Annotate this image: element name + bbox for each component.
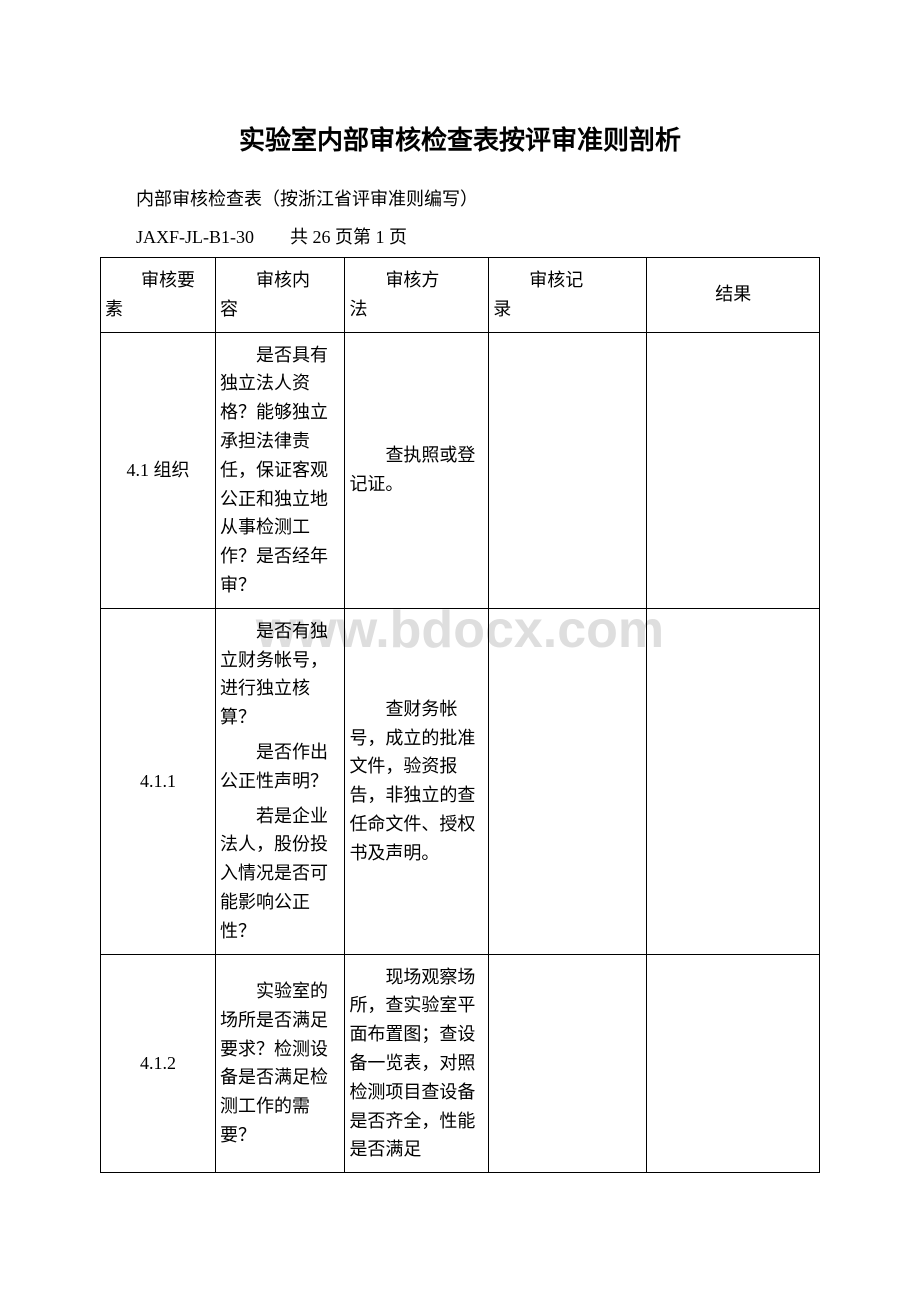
- cell-content: 实验室的场所是否满足要求？检测设备是否满足检测工作的需要？: [216, 954, 345, 1173]
- subtitle: 内部审核检查表（按浙江省评审准则编写）: [100, 185, 820, 211]
- cell-result: [647, 954, 820, 1173]
- cell-method: 查执照或登记证。: [345, 332, 489, 608]
- cell-record: [489, 954, 647, 1173]
- col-header-content: 审核内 容: [216, 258, 345, 333]
- table-row: 4.1.1 是否有独立财务帐号，进行独立核算？ 是否作出公正性声明？ 若是企业法…: [101, 608, 820, 954]
- cell-content: 是否有独立财务帐号，进行独立核算？ 是否作出公正性声明？ 若是企业法人，股份投入…: [216, 608, 345, 954]
- cell-method: 查财务帐号，成立的批准文件，验资报告，非独立的查任命文件、授权书及声明。: [345, 608, 489, 954]
- cell-result: [647, 332, 820, 608]
- cell-method: 现场观察场所，查实验室平面布置图；查设备一览表，对照检测项目查设备是否齐全，性能…: [345, 954, 489, 1173]
- audit-table: 审核要 素 审核内 容 审核方 法 审核记 录: [100, 257, 820, 1173]
- cell-content: 是否具有独立法人资格？能够独立承担法律责任，保证客观公正和独立地从事检测工作？是…: [216, 332, 345, 608]
- cell-record: [489, 332, 647, 608]
- cell-record: [489, 608, 647, 954]
- table-row: 4.1.2 实验室的场所是否满足要求？检测设备是否满足检测工作的需要？ 现场观察…: [101, 954, 820, 1173]
- table-row: 4.1 组织 是否具有独立法人资格？能够独立承担法律责任，保证客观公正和独立地从…: [101, 332, 820, 608]
- col-header-result: 结果: [647, 258, 820, 333]
- col-header-method: 审核方 法: [345, 258, 489, 333]
- cell-element: 4.1.2: [101, 954, 216, 1173]
- document-number: JAXF-JL-B1-30 共 26 页第 1 页: [100, 223, 820, 249]
- col-header-element: 审核要 素: [101, 258, 216, 333]
- cell-element: 4.1.1: [101, 608, 216, 954]
- page-title: 实验室内部审核检查表按评审准则剖析: [100, 120, 820, 157]
- cell-result: [647, 608, 820, 954]
- cell-element: 4.1 组织: [101, 332, 216, 608]
- table-header-row: 审核要 素 审核内 容 审核方 法 审核记 录: [101, 258, 820, 333]
- col-header-record: 审核记 录: [489, 258, 647, 333]
